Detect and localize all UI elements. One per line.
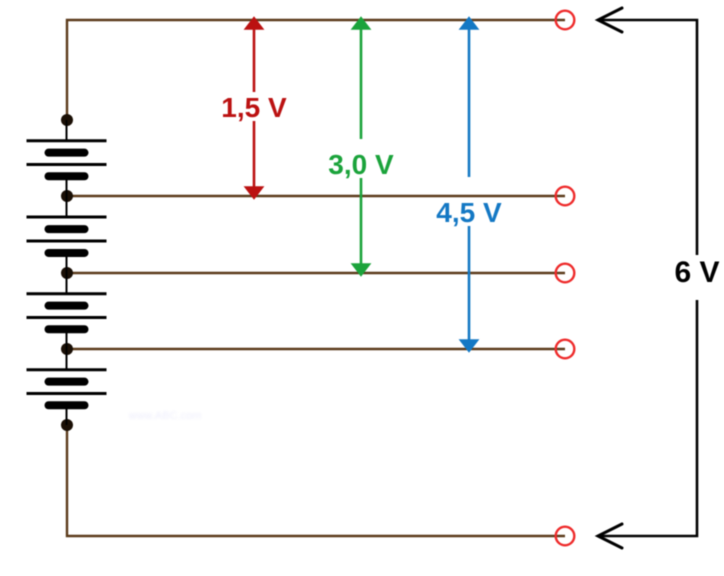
svg-text:6 V: 6 V <box>674 256 719 289</box>
svg-text:1,5 V: 1,5 V <box>221 92 287 123</box>
svg-text:4,5 V: 4,5 V <box>436 197 502 228</box>
svg-text:3,0 V: 3,0 V <box>328 149 394 180</box>
svg-text:www.ABC.com: www.ABC.com <box>128 410 202 422</box>
